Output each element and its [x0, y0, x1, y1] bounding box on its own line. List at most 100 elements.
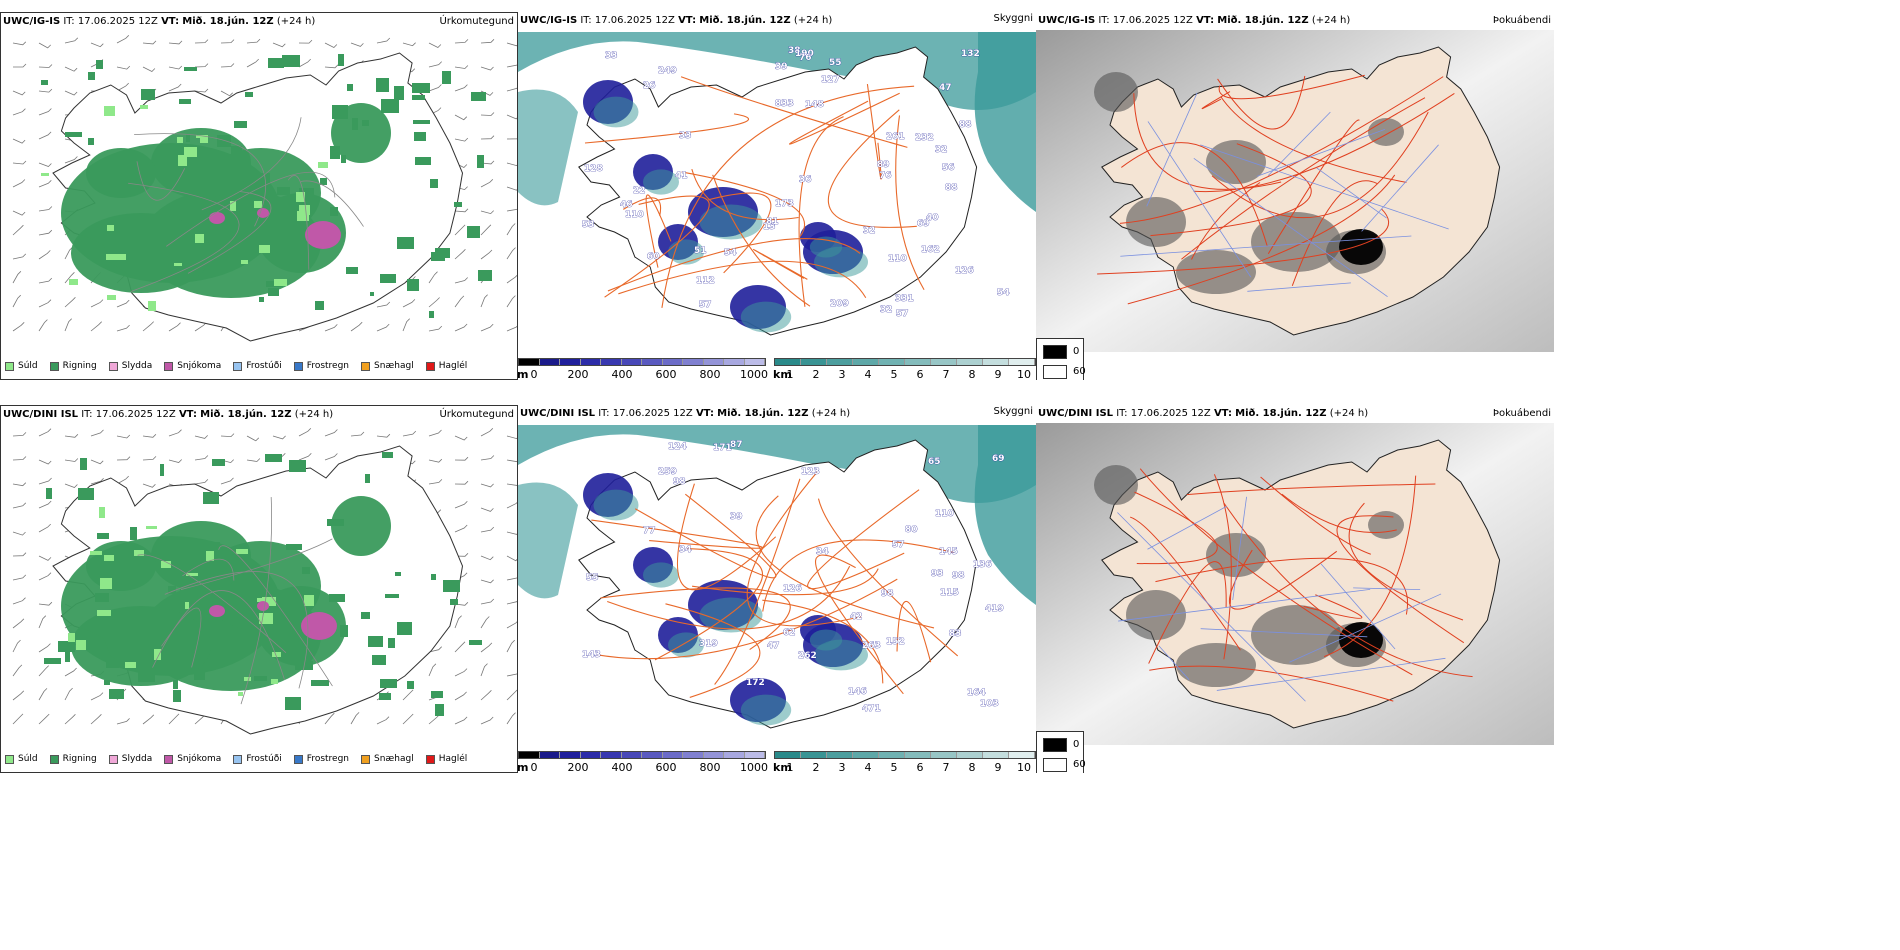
legend-item: Snjókoma — [164, 754, 221, 764]
colorbar-unit: km — [773, 368, 792, 380]
ceiling-value-label: 38 — [788, 46, 801, 56]
ceiling-panel-row1: UWC/IG-IS IT: 17.06.2025 12Z VT: Mið. 18… — [518, 12, 1036, 380]
colorbar-tick-label: 800 — [699, 368, 721, 380]
legend-item: Snæhagl — [361, 361, 414, 371]
colorbar-segment — [621, 359, 642, 365]
panel-label: Þokuábendi — [1492, 408, 1551, 419]
colorbar-tick-label: 600 — [655, 761, 677, 773]
precip-map — [12, 428, 517, 735]
colorbar-segment — [827, 359, 853, 365]
ceiling-value-label: 39 — [775, 62, 788, 72]
colorbar-segment — [580, 752, 601, 758]
legend-item: Súld — [5, 361, 38, 371]
legend-item: Snjókoma — [164, 361, 221, 371]
ceiling-value-label: 54 — [724, 248, 737, 258]
legend-swatch — [233, 754, 243, 764]
colorbar-strip — [774, 751, 1036, 759]
fog-legend-swatch — [1043, 345, 1067, 359]
ceiling-value-label: 98 — [881, 589, 894, 599]
ceiling-value-label: 65 — [928, 457, 941, 467]
ceiling-value-label: 263 — [862, 641, 881, 651]
ceiling-value-label: 87 — [730, 440, 743, 450]
colorbar-tick-label: 2 — [812, 368, 820, 380]
legend-swatch — [425, 361, 435, 371]
colorbar-tick-label: 7 — [942, 368, 950, 380]
legend-item: Rigning — [49, 754, 97, 764]
legend-item: Slydda — [108, 361, 153, 371]
ceiling-value-label: 41 — [675, 171, 688, 181]
ceiling-value-label: 172 — [746, 678, 765, 688]
ceiling-value-label: 115 — [940, 588, 959, 598]
ceiling-value-label: 123 — [801, 467, 820, 477]
ceiling-value-label: 124 — [668, 442, 687, 452]
panel-label: Úrkomutegund — [439, 409, 514, 420]
legend-item: Haglél — [425, 754, 467, 764]
ceiling-value-label: 33 — [605, 51, 618, 61]
colorbar-segment — [905, 359, 931, 365]
colorbar-tick-label: 3 — [838, 368, 846, 380]
panel-title: UWC/DINI ISL IT: 17.06.2025 12Z VT: Mið.… — [520, 406, 1033, 419]
legend-swatch — [233, 361, 243, 371]
fog-legend: 0 60 — [1036, 731, 1086, 773]
fog-panel-row1: UWC/IG-IS IT: 17.06.2025 12Z VT: Mið. 18… — [1036, 12, 1554, 380]
ceiling-value-label: 110 — [625, 210, 644, 220]
fog-legend-label: 60 — [1073, 366, 1086, 377]
ceiling-value-label: 36 — [799, 175, 812, 185]
legend-label: Frostúði — [246, 754, 282, 764]
colorbar-tick-label: 200 — [567, 368, 589, 380]
ceiling-value-label: 62 — [783, 628, 796, 638]
ceiling-value-label: 126 — [783, 584, 802, 594]
colorbar-segment — [744, 359, 765, 365]
colorbar-segment — [801, 752, 827, 758]
panel-title: UWC/DINI ISL IT: 17.06.2025 12Z VT: Mið.… — [3, 409, 514, 420]
fog-legend-swatch — [1043, 758, 1067, 772]
colorbar-tick-label: 10 — [1017, 368, 1031, 380]
colorbar-unit: m — [518, 368, 529, 380]
colorbar-tick-label: 400 — [611, 761, 633, 773]
legend-swatch — [5, 754, 14, 764]
ceiling-value-label: 471 — [862, 704, 881, 714]
ceiling-value-label: 34 — [816, 547, 829, 557]
ceiling-value-label: 83 — [949, 629, 962, 639]
legend-item: Frostúði — [233, 754, 282, 764]
colorbar-tick-label: 200 — [567, 761, 589, 773]
legend-label: Snæhagl — [374, 754, 414, 764]
colorbar-tick-label: 1 — [786, 368, 794, 380]
colorbar-segment — [683, 752, 704, 758]
legend-label: Slydda — [121, 361, 153, 371]
ceiling-value-label: 262 — [798, 651, 817, 661]
ceiling-value-label: 32 — [935, 145, 948, 155]
ceiling-value-label: 98 — [673, 477, 686, 487]
ceiling-value-label: 69 — [917, 219, 930, 229]
ceiling-value-label: 249 — [658, 66, 677, 76]
ceiling-value-label: 331 — [895, 294, 914, 304]
colorbar-segment — [801, 359, 827, 365]
ceiling-value-label: 148 — [805, 100, 824, 110]
fog-legend-swatch — [1043, 365, 1067, 379]
ceiling-value-label: 60 — [647, 252, 660, 262]
legend-item: Frostregn — [293, 361, 349, 371]
ceiling-value-label: 88 — [959, 120, 972, 130]
colorbar-tick-label: 9 — [994, 761, 1002, 773]
colorbar-segment — [983, 359, 1009, 365]
legend-swatch — [164, 754, 174, 764]
colorbar-tick-label: 6 — [916, 368, 924, 380]
ceiling-value-label: 33 — [679, 131, 692, 141]
ceiling-value-label: 319 — [699, 639, 718, 649]
ceiling-value-label: 22 — [633, 186, 646, 196]
colorbar-segment — [601, 359, 622, 365]
visibility-colorbar: km 1 2 3 4 5 6 7 8 9 10 — [773, 358, 1036, 380]
colorbar-tick-label: 9 — [994, 368, 1002, 380]
fog-legend: 0 60 — [1036, 338, 1086, 380]
panel-label: Úrkomutegund — [439, 16, 514, 27]
legend-label: Snæhagl — [374, 361, 414, 371]
model-name: UWC/IG-IS — [520, 15, 578, 26]
colorbar-tick-label: 600 — [655, 368, 677, 380]
colorbar-tick-label: 1000 — [740, 761, 768, 773]
ceiling-value-label: 128 — [584, 164, 603, 174]
ceiling-value-label: 34 — [679, 545, 692, 555]
colorbar-tick-label: 2 — [812, 761, 820, 773]
ceiling-value-label: 56 — [942, 163, 955, 173]
ceiling-value-label: 69 — [992, 454, 1005, 464]
panel-label: Þokuábendi — [1492, 15, 1551, 26]
